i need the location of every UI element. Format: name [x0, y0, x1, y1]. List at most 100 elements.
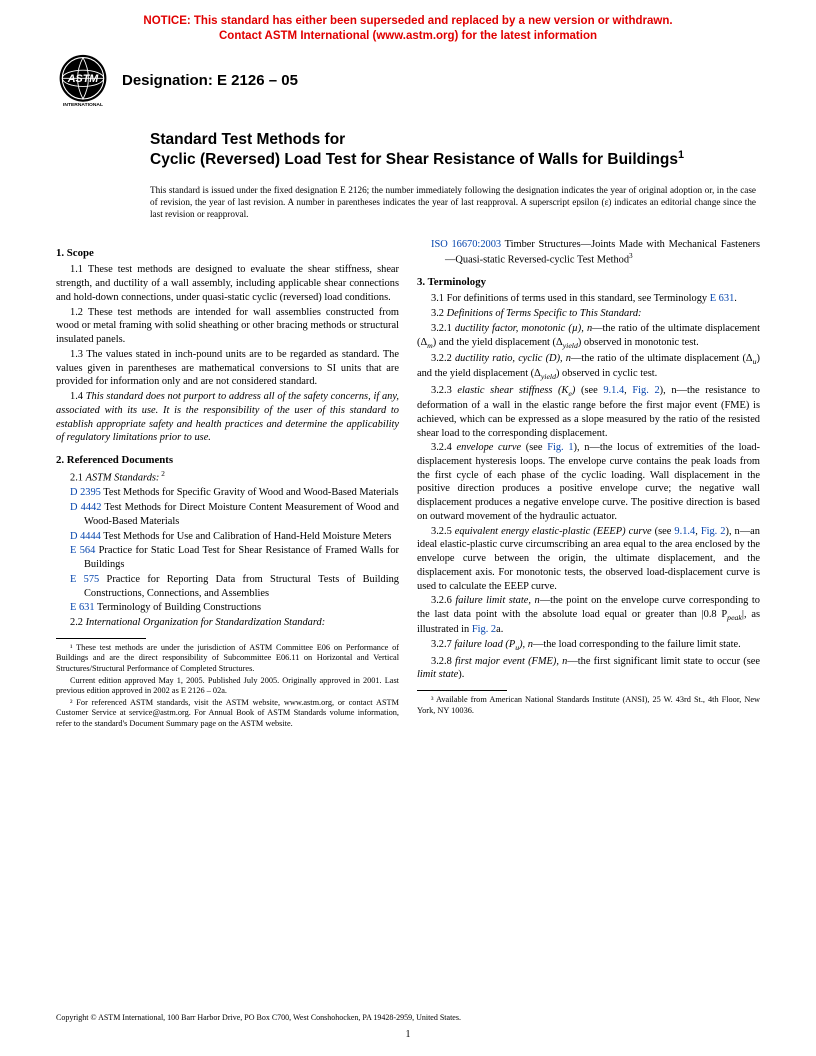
ref-item: E 575 Practice for Reporting Data from S… [70, 573, 399, 600]
r21-body: ASTM Standards: [86, 473, 160, 484]
term2: ), n [519, 639, 533, 650]
link[interactable]: 9.1.4 [674, 526, 695, 537]
n: 3.2.2 [431, 353, 455, 364]
sub: peak [727, 613, 742, 622]
link[interactable]: Fig. 2 [472, 624, 496, 635]
b: —the first significant limit state to oc… [567, 656, 760, 667]
t32-body: Definitions of Terms Specific to This St… [447, 308, 642, 319]
footnote-3: ³ Available from American National Stand… [417, 695, 760, 716]
n: 3.2.7 [431, 639, 454, 650]
t31c: . [734, 293, 737, 304]
link2[interactable]: Fig. 2 [632, 385, 659, 396]
b3: ) observed in cyclic test. [556, 368, 657, 379]
ref-code[interactable]: E 575 [70, 574, 99, 585]
link[interactable]: 9.1.4 [603, 385, 624, 396]
para-1-3: 1.3 The values stated in inch-pound unit… [56, 348, 399, 389]
see: (see [521, 442, 547, 453]
b3: ) observed in monotonic test. [578, 337, 699, 348]
r21-num: 2.1 [70, 473, 86, 484]
term: ductility ratio, cyclic (D), n [455, 353, 571, 364]
footnote-rule-r [417, 690, 507, 691]
t32-num: 3.2 [431, 308, 447, 319]
sub2: yield [563, 341, 578, 350]
term: first major event (FME), n [455, 656, 567, 667]
footnote-1: ¹ These test methods are under the juris… [56, 643, 399, 675]
ref-text: Practice for Reporting Data from Structu… [84, 574, 399, 599]
right-column: ISO 16670:2003 Timber Structures—Joints … [417, 238, 760, 730]
footnote-1b: Current edition approved May 1, 2005. Pu… [56, 676, 399, 697]
t31-link[interactable]: E 631 [710, 293, 735, 304]
astm-ref-list: D 2395 Test Methods for Specific Gravity… [56, 486, 399, 615]
title-block: Standard Test Methods for Cyclic (Revers… [0, 108, 816, 170]
i: limit state [417, 669, 458, 680]
scope-heading: 1. Scope [56, 246, 399, 260]
r21-sup: 2 [159, 470, 164, 478]
see: (see [652, 526, 675, 537]
designation: Designation: E 2126 – 05 [122, 72, 298, 89]
n: 3.2.8 [431, 656, 455, 667]
n: 3.2.1 [431, 323, 455, 334]
b: ), n—the locus of extremities of the loa… [417, 442, 760, 522]
para-3-2-3: 3.2.3 elastic shear stiffness (Ke) (see … [417, 384, 760, 441]
title-super: 1 [678, 149, 684, 161]
ref-item: D 4444 Test Methods for Use and Calibrat… [70, 530, 399, 544]
para-2-1: 2.1 ASTM Standards: 2 [56, 470, 399, 485]
see: (see [575, 385, 603, 396]
title-line2: Cyclic (Reversed) Load Test for Shear Re… [150, 149, 756, 170]
b3: a. [496, 624, 503, 635]
refdoc-heading: 2. Referenced Documents [56, 453, 399, 467]
sub2: yield [541, 372, 556, 381]
iso-code[interactable]: ISO 16670:2003 [431, 239, 501, 250]
title-line1: Standard Test Methods for [150, 130, 756, 149]
ref-text: Practice for Static Load Test for Shear … [84, 545, 399, 570]
n: 3.2.6 [431, 595, 455, 606]
ref-code[interactable]: D 4442 [70, 502, 101, 513]
r22-body: International Organization for Standardi… [86, 617, 326, 628]
ref-item: D 2395 Test Methods for Specific Gravity… [70, 486, 399, 500]
astm-logo: ASTM INTERNATIONAL [56, 54, 110, 108]
body-columns: 1. Scope 1.1 These test methods are desi… [0, 228, 816, 730]
para-1-4-num: 1.4 [70, 391, 86, 402]
terminology-heading: 3. Terminology [417, 275, 760, 289]
ref-item: D 4442 Test Methods for Direct Moisture … [70, 501, 399, 528]
iso-sup: 3 [629, 252, 633, 260]
b2: ). [458, 669, 464, 680]
ref-code[interactable]: E 631 [70, 602, 95, 613]
notice-banner: NOTICE: This standard has either been su… [0, 0, 816, 50]
ref-text: Test Methods for Direct Moisture Content… [84, 502, 399, 527]
ref-item: ISO 16670:2003 Timber Structures—Joints … [431, 238, 760, 267]
para-3-2-5: 3.2.5 equivalent energy elastic-plastic … [417, 525, 760, 594]
link2[interactable]: Fig. 2 [701, 526, 726, 537]
para-1-4-body: This standard does not purport to addres… [56, 391, 399, 443]
ref-code[interactable]: D 2395 [70, 487, 101, 498]
b2: ) and the yield displacement (Δ [433, 337, 563, 348]
notice-line1: NOTICE: This standard has either been su… [143, 15, 672, 27]
para-3-2-1: 3.2.1 ductility factor, monotonic (µ), n… [417, 322, 760, 351]
page-number: 1 [0, 1029, 816, 1040]
ref-text: Test Methods for Use and Calibration of … [101, 531, 392, 542]
b: —the ratio of the ultimate displacement … [571, 353, 753, 364]
para-1-4: 1.4 This standard does not purport to ad… [56, 390, 399, 445]
b: —the load corresponding to the failure l… [533, 639, 741, 650]
svg-text:INTERNATIONAL: INTERNATIONAL [63, 102, 103, 108]
link[interactable]: Fig. 1 [547, 442, 573, 453]
para-3-2-7: 3.2.7 failure load (Pu), n—the load corr… [417, 638, 760, 653]
para-3-2: 3.2 Definitions of Terms Specific to Thi… [417, 307, 760, 321]
footnote-2: ² For referenced ASTM standards, visit t… [56, 698, 399, 730]
ref-item: E 564 Practice for Static Load Test for … [70, 544, 399, 571]
para-3-1: 3.1 For definitions of terms used in thi… [417, 292, 760, 306]
para-3-2-6: 3.2.6 failure limit state, n—the point o… [417, 594, 760, 637]
n: 3.2.5 [431, 526, 455, 537]
ref-code[interactable]: D 4444 [70, 531, 101, 542]
para-1-1: 1.1 These test methods are designed to e… [56, 263, 399, 304]
term: ductility factor, monotonic (µ), n [455, 323, 592, 334]
ref-code[interactable]: E 564 [70, 545, 95, 556]
issue-note: This standard is issued under the fixed … [0, 170, 816, 228]
term: elastic shear stiffness (K [457, 385, 568, 396]
iso-ref: ISO 16670:2003 Timber Structures—Joints … [417, 238, 760, 267]
para-3-2-4: 3.2.4 envelope curve (see Fig. 1), n—the… [417, 441, 760, 523]
term: equivalent energy elastic-plastic (EEEP)… [455, 526, 652, 537]
ref-item: E 631 Terminology of Building Constructi… [70, 601, 399, 615]
header: ASTM INTERNATIONAL Designation: E 2126 –… [0, 50, 816, 108]
term: failure load (P [454, 639, 515, 650]
